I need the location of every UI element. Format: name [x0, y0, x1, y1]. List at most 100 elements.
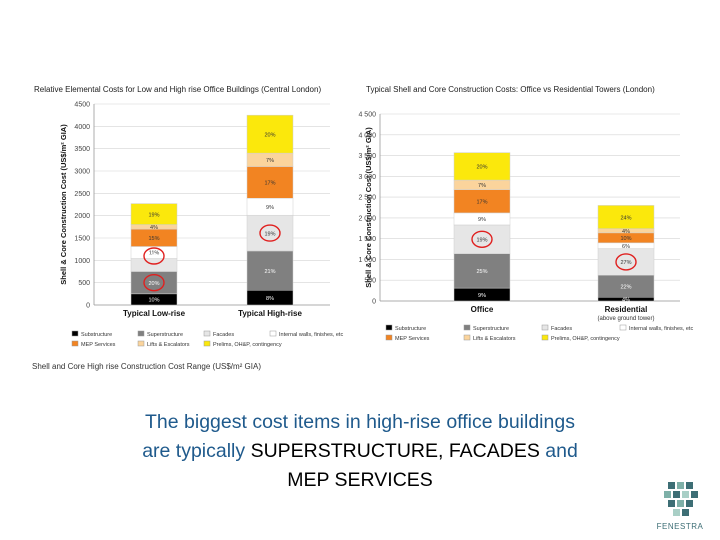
left-legend-label: Prelims, OH&P, contingency: [213, 342, 282, 348]
left-data-label: 4%: [150, 225, 158, 231]
right-legend-label: Internal walls, finishes, etc: [629, 326, 693, 332]
right-highlight-circle: [471, 230, 493, 248]
left-legend-label: Superstructure: [147, 332, 183, 338]
left-legend-swatch: [269, 330, 277, 337]
left-ylabel: Shell & Core Construction Cost (US$/m² G…: [59, 124, 68, 285]
logo-text: FENESTRA: [656, 522, 704, 531]
right-legend-label: Prelims, OH&P, contingency: [551, 336, 620, 342]
caption-line-1: The biggest cost items in high-rise offi…: [145, 411, 575, 433]
right-category-label: Office: [471, 305, 494, 314]
caption-line-3: MEP SERVICES: [287, 469, 433, 491]
left-extra-label: 17%: [148, 254, 159, 260]
left-legend-swatch: [137, 340, 145, 347]
left-title: Relative Elemental Costs for Low and Hig…: [34, 85, 321, 94]
right-legend-label: MEP Services: [395, 336, 430, 342]
caption-line-2a: are typically: [142, 440, 251, 462]
right-bar-segment: [453, 152, 511, 181]
left-data-label: 8%: [266, 296, 274, 302]
right-data-label: 17%: [476, 199, 487, 205]
left-data-label: 21%: [264, 269, 275, 275]
caption: The biggest cost items in high-rise offi…: [30, 408, 690, 495]
right-data-label: 27%: [620, 260, 631, 266]
left-legend-label: Facades: [213, 332, 234, 338]
left-data-label: 19%: [264, 231, 275, 237]
right-data-label: 7%: [478, 183, 486, 189]
right-legend-swatch: [385, 334, 393, 341]
right-legend-swatch: [463, 334, 471, 341]
right-bar-segment: [453, 224, 511, 254]
caption-line-2c: and: [539, 440, 578, 462]
right-title: Typical Shell and Core Construction Cost…: [366, 85, 655, 94]
left-legend-swatch: [203, 330, 211, 337]
left-category-label: Typical Low-rise: [123, 309, 186, 318]
right-ytick-label: 1 000: [358, 257, 376, 264]
right-bar-segment: [453, 253, 511, 289]
left-ytick-label: 0: [86, 303, 90, 310]
right-data-label: 24%: [620, 215, 631, 221]
logo-mark-icon: [664, 482, 698, 516]
right-data-label: 4%: [622, 297, 630, 303]
right-data-label: 22%: [620, 284, 631, 290]
right-data-label: 9%: [478, 217, 486, 223]
right-legend-label: Substructure: [395, 326, 426, 332]
right-data-label: 6%: [622, 244, 630, 250]
left-ytick-label: 1000: [74, 258, 90, 265]
left-legend-swatch: [137, 330, 145, 337]
left-data-label: 9%: [266, 205, 274, 211]
right-ytick-label: 3 500: [358, 153, 376, 160]
right-legend-swatch: [541, 334, 549, 341]
right-data-label: 20%: [476, 165, 487, 171]
right-ytick-label: 1 500: [358, 236, 376, 243]
left-ytick-label: 3000: [74, 169, 90, 176]
left-data-label: 17%: [264, 181, 275, 187]
right-ytick-label: 0: [372, 299, 376, 306]
left-highlight-circle: [143, 273, 165, 292]
right-data-label: 25%: [476, 269, 487, 275]
left-legend-swatch: [71, 340, 79, 347]
right-legend-swatch: [463, 324, 471, 331]
left-legend-label: MEP Services: [81, 342, 116, 348]
left-bar-segment: [246, 114, 294, 154]
right-legend-label: Facades: [551, 326, 572, 332]
right-ytick-label: 4 500: [358, 112, 376, 119]
right-bar-segment: [597, 205, 655, 229]
left-data-label: 20%: [148, 281, 159, 287]
left-legend-swatch: [203, 340, 211, 347]
left-data-label: 10%: [148, 298, 159, 304]
left-legend-swatch: [71, 330, 79, 337]
left-bar-segment: [246, 166, 294, 199]
right-data-label: 9%: [478, 293, 486, 299]
left-bar-segment: [130, 203, 178, 225]
left-legend-label: Internal walls, finishes, etc: [279, 332, 343, 338]
right-legend-swatch: [541, 324, 549, 331]
right-category-label: Residential: [605, 305, 648, 314]
left-ytick-label: 1500: [74, 236, 90, 243]
caption-line-2: are typically SUPERSTRUCTURE, FACADES an…: [30, 437, 690, 466]
left-ytick-label: 2500: [74, 191, 90, 198]
right-category-sublabel: (above ground tower): [597, 316, 654, 322]
right-bar-segment: [597, 248, 655, 276]
left-data-label: 20%: [264, 132, 275, 138]
right-highlight-circle: [615, 253, 637, 271]
right-ytick-label: 2 500: [358, 195, 376, 202]
left-ytick-label: 500: [78, 280, 90, 287]
left-ytick-label: 2000: [74, 213, 90, 220]
left-ytick-label: 4000: [74, 124, 90, 131]
right-ytick-label: 2 000: [358, 215, 376, 222]
left-ytick-label: 4500: [74, 102, 90, 109]
fenestra-logo: FENESTRA: [650, 480, 710, 535]
left-data-label: 11%: [149, 251, 160, 257]
right-legend-swatch: [385, 324, 393, 331]
left-legend-label: Lifts & Escalators: [147, 342, 190, 348]
left-bar-segment: [246, 214, 294, 252]
right-legend-swatch: [619, 324, 627, 331]
right-ylabel: Shell & Core Construction Cost (US$/m² G…: [364, 127, 373, 288]
left-data-label: 15%: [148, 236, 159, 242]
right-data-label: 4%: [622, 229, 630, 235]
right-ytick-label: 500: [364, 278, 376, 285]
right-ytick-label: 3 000: [358, 174, 376, 181]
right-data-label: 19%: [476, 237, 487, 243]
right-data-label: 10%: [620, 236, 631, 242]
